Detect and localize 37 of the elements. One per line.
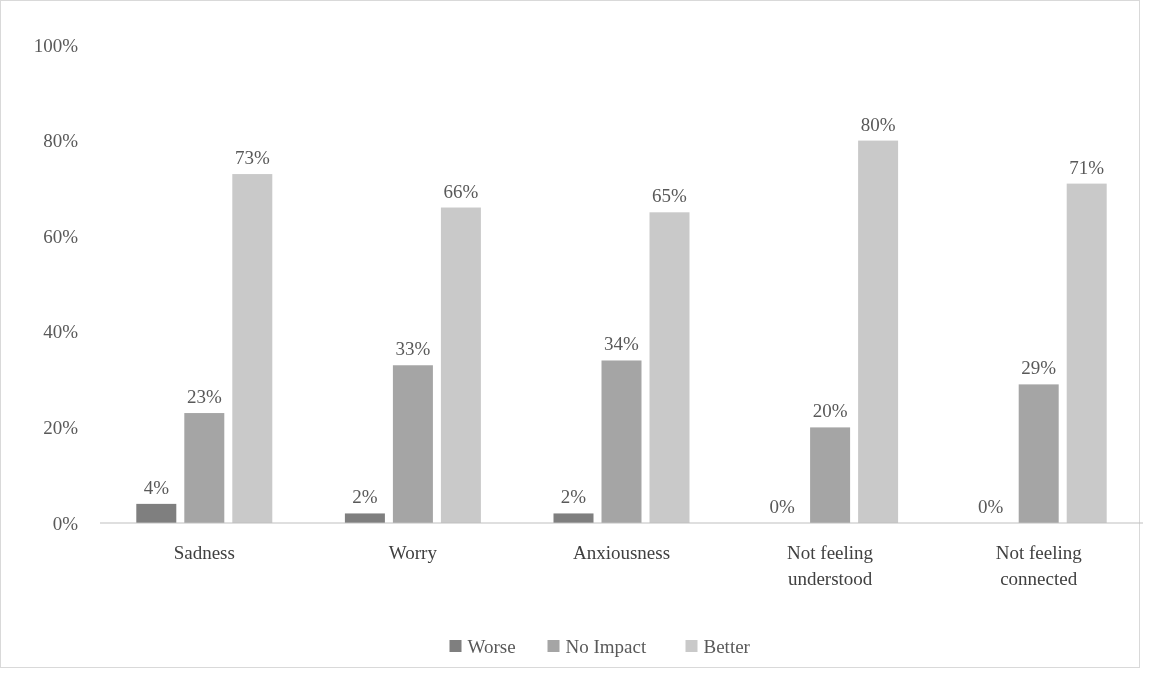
legend-label: Better (703, 635, 751, 657)
text: 20% (812, 400, 848, 422)
x-tick-label: Not feeling understood (787, 542, 874, 589)
bar (344, 513, 385, 523)
bar (601, 360, 642, 523)
x-tick-label: Worry (388, 542, 438, 563)
bar (810, 427, 851, 523)
text: 23% (186, 386, 222, 408)
bar (392, 365, 433, 523)
text: 33% (395, 338, 431, 360)
legend-label: Worse (467, 635, 516, 657)
text: 0% (769, 496, 795, 517)
text: 71% (1069, 156, 1105, 178)
text: 73% (234, 147, 270, 169)
text: 0% (978, 496, 1004, 517)
y-tick-label: 40% (43, 321, 79, 343)
y-tick-label: 60% (43, 225, 79, 247)
text: 66% (443, 180, 479, 202)
text: 29% (1021, 357, 1057, 379)
y-tick-label: 80% (43, 130, 79, 152)
bar (136, 503, 177, 523)
bar (184, 413, 225, 523)
x-tick-label: Not feeling connected (995, 542, 1083, 589)
bar (553, 513, 594, 523)
text: 2% (352, 486, 378, 508)
text: 34% (604, 333, 639, 355)
text: 80% (860, 113, 896, 135)
y-tick-label: 20% (43, 417, 79, 439)
text: 65% (652, 185, 687, 207)
y-tick-label: 0% (52, 512, 79, 534)
x-tick-label: Anxiousness (572, 542, 671, 563)
y-tick-label: 100% (33, 34, 79, 56)
bar (1018, 384, 1059, 523)
text: 4% (143, 476, 169, 498)
x-tick-label: Sadness (173, 542, 235, 563)
legend-label: No Impact (565, 635, 647, 657)
text: 2% (560, 486, 587, 508)
